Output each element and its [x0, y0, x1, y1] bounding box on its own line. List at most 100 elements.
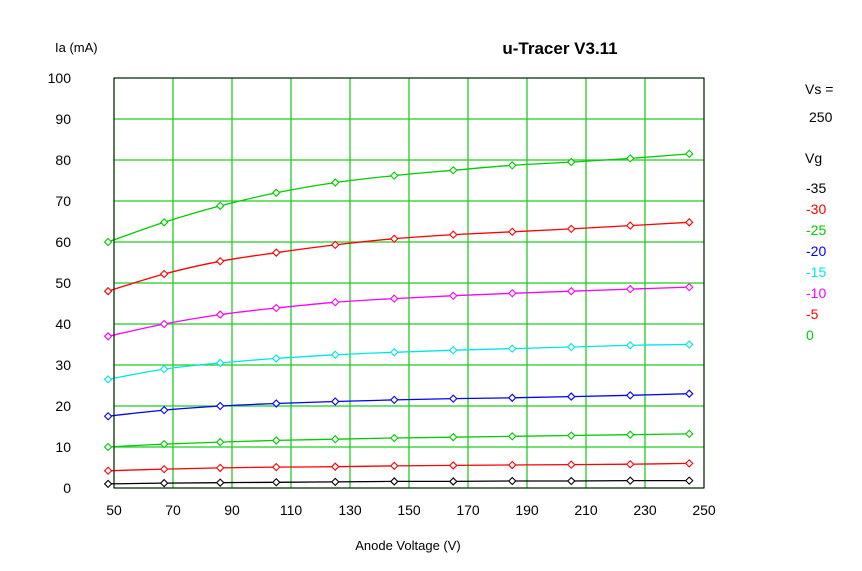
data-point — [103, 466, 113, 476]
data-point — [215, 478, 225, 487]
data-point — [330, 397, 340, 406]
data-point — [625, 476, 635, 485]
series-line — [107, 343, 690, 381]
series-line — [108, 479, 690, 485]
data-point — [684, 340, 694, 349]
data-point — [159, 319, 169, 329]
data-point — [684, 429, 694, 439]
data-point — [271, 477, 281, 487]
data-point — [159, 364, 169, 374]
data-point — [103, 411, 113, 421]
y-tick-label: 10 — [55, 439, 71, 455]
y-axis-label: Ia (mA) — [55, 40, 98, 55]
data-point — [215, 463, 225, 473]
series-layer — [103, 149, 694, 489]
series-line — [108, 393, 690, 417]
data-point — [684, 149, 694, 159]
y-tick-label: 40 — [55, 316, 71, 332]
data-point — [215, 256, 225, 266]
data-point — [448, 432, 458, 442]
data-point — [566, 460, 576, 469]
data-point — [159, 218, 169, 227]
data-point — [330, 240, 340, 250]
legend-entry: -20 — [806, 243, 826, 259]
data-point — [448, 165, 458, 175]
data-point — [625, 154, 635, 163]
series-vg--15 — [103, 340, 694, 384]
data-point — [271, 462, 281, 472]
data-point — [566, 224, 576, 234]
data-point — [159, 439, 169, 449]
x-tick-label: 90 — [224, 502, 240, 518]
data-point — [271, 188, 281, 198]
x-tick-label: 190 — [515, 502, 539, 518]
series-vg--25 — [103, 429, 694, 452]
data-point — [389, 433, 399, 443]
data-point — [507, 161, 517, 170]
supply-voltage-label: Vs = — [805, 81, 833, 97]
data-point — [389, 234, 399, 243]
data-point — [159, 464, 169, 474]
data-point — [684, 282, 694, 292]
series-line — [107, 221, 690, 292]
x-tick-label: 130 — [338, 502, 362, 518]
data-point — [625, 430, 635, 439]
data-point — [507, 227, 517, 237]
data-point — [271, 399, 281, 408]
y-tick-label: 50 — [55, 275, 71, 291]
y-tick-label: 80 — [55, 152, 71, 168]
data-point — [625, 284, 635, 294]
data-point — [389, 395, 399, 405]
data-point — [566, 476, 576, 486]
x-tick-label: 210 — [574, 502, 598, 518]
data-point — [215, 310, 225, 319]
data-point — [389, 461, 399, 471]
data-point — [625, 341, 635, 350]
legend-entry: -5 — [806, 306, 819, 322]
data-point — [159, 405, 169, 415]
data-point — [625, 221, 635, 230]
x-tick-label: 150 — [397, 502, 421, 518]
data-point — [507, 393, 517, 403]
data-point — [330, 477, 340, 487]
legend-entry: -15 — [806, 264, 826, 280]
x-tick-label: 250 — [692, 502, 716, 518]
supply-voltage-value: 250 — [809, 109, 833, 125]
data-point — [507, 460, 517, 470]
x-axis-label: Anode Voltage (V) — [355, 538, 461, 553]
data-point — [271, 248, 281, 257]
data-point — [566, 157, 576, 167]
data-point — [566, 342, 576, 352]
legend-entry: -25 — [806, 222, 826, 238]
tick-labels: 50 70 90 110 130 150 170 190 210 230 250 0 10 20 30 40 5… — [48, 70, 716, 518]
data-point — [507, 288, 517, 298]
data-point — [103, 375, 113, 384]
data-point — [566, 392, 576, 401]
x-tick-label: 230 — [633, 502, 657, 518]
y-tick-label: 60 — [55, 234, 71, 250]
data-point — [684, 459, 694, 468]
data-point — [448, 345, 458, 355]
data-point — [271, 436, 281, 445]
legend-title: Vg — [805, 150, 822, 166]
plot-frame — [113, 77, 705, 489]
x-tick-label: 110 — [280, 502, 303, 518]
data-point — [448, 291, 458, 300]
data-point — [566, 431, 576, 440]
series-line — [107, 286, 690, 337]
data-point — [625, 391, 635, 400]
data-point — [448, 230, 458, 239]
series-vg--5 — [103, 218, 694, 296]
x-tick-label: 170 — [456, 502, 480, 518]
data-point — [103, 332, 113, 341]
data-point — [448, 394, 458, 403]
series-line — [108, 462, 690, 472]
y-tick-label: 100 — [48, 70, 72, 86]
grid — [113, 77, 705, 489]
data-point — [389, 171, 399, 180]
x-tick-label: 70 — [165, 502, 181, 518]
data-point — [215, 437, 225, 447]
series-line — [107, 153, 690, 243]
legend-entry: -10 — [806, 285, 826, 301]
